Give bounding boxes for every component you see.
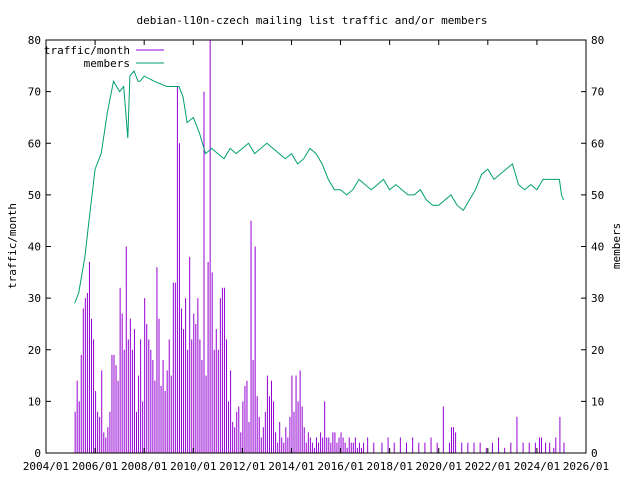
- plot-frame: [45, 39, 587, 454]
- x-tick-label: 2022/01: [465, 460, 511, 473]
- y2-tick-label: 30: [591, 292, 604, 305]
- y-tick-label: 0: [34, 447, 41, 460]
- y-tick-label: 30: [28, 292, 41, 305]
- y-tick-label: 10: [28, 395, 41, 408]
- legend-members-label: members: [84, 57, 130, 70]
- tick-labels: 2004/01 2006/01 2008/01 2010/01 2012/01 2014/…: [23, 34, 609, 473]
- members-line-layer: [74, 70, 564, 304]
- x-tick-label: 2016/01: [317, 460, 363, 473]
- chart-title: debian-l10n-czech mailing list traffic a…: [137, 14, 488, 27]
- y-tick-label: 50: [28, 189, 41, 202]
- y-tick-label: 40: [28, 241, 41, 254]
- y-tick-label: 70: [28, 86, 41, 99]
- y2-axis-label: members: [610, 223, 623, 269]
- y2-tick-label: 80: [591, 34, 604, 47]
- axis-ticks: [45, 39, 587, 454]
- x-tick-label: 2012/01: [219, 460, 265, 473]
- x-tick-label: 2018/01: [366, 460, 412, 473]
- y2-tick-label: 60: [591, 137, 604, 150]
- y2-tick-label: 70: [591, 86, 604, 99]
- y-axis-label: traffic/month: [6, 203, 19, 289]
- legend-traffic-label: traffic/month: [44, 44, 130, 57]
- y-tick-label: 60: [28, 137, 41, 150]
- y2-tick-label: 20: [591, 344, 604, 357]
- x-tick-label: 2006/01: [72, 460, 118, 473]
- x-tick-label: 2010/01: [170, 460, 216, 473]
- y-tick-label: 80: [28, 34, 41, 47]
- members-line: [74, 70, 564, 304]
- y2-tick-label: 50: [591, 189, 604, 202]
- x-tick-label: 2026/01: [563, 460, 609, 473]
- x-tick-label: 2024/01: [514, 460, 560, 473]
- y2-tick-label: 40: [591, 241, 604, 254]
- traffic-bars: [74, 40, 565, 453]
- x-tick-label: 2008/01: [121, 460, 167, 473]
- legend: traffic/month members: [44, 44, 164, 70]
- y-tick-label: 20: [28, 344, 41, 357]
- y2-tick-label: 10: [591, 395, 604, 408]
- x-tick-label: 2014/01: [268, 460, 314, 473]
- x-tick-label: 2020/01: [416, 460, 462, 473]
- x-tick-label: 2004/01: [23, 460, 69, 473]
- y2-tick-label: 0: [591, 447, 598, 460]
